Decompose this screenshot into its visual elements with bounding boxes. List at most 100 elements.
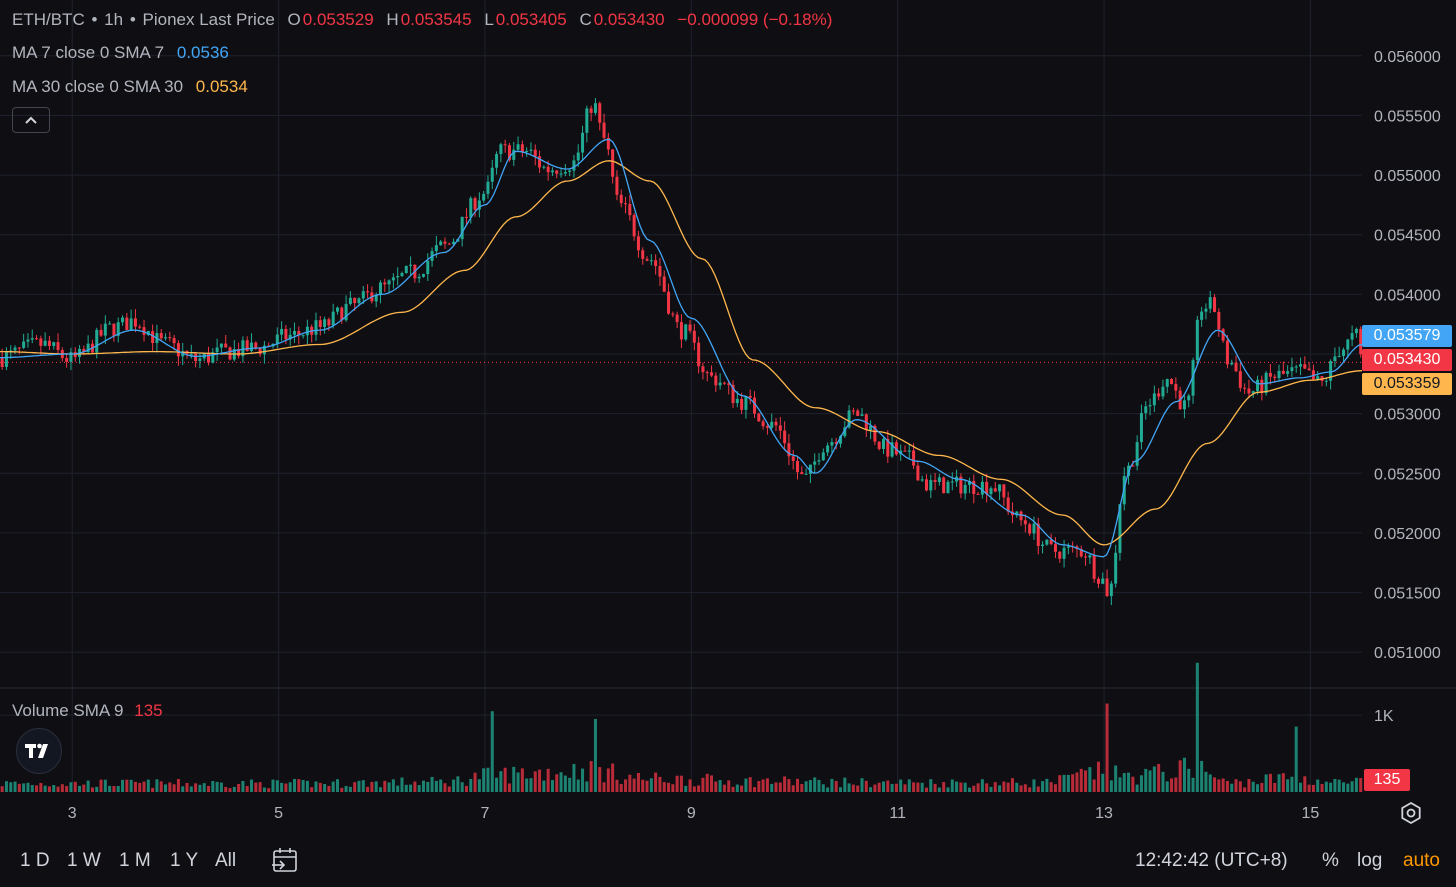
candle-body bbox=[980, 481, 984, 495]
log-toggle[interactable]: log bbox=[1357, 850, 1383, 871]
candle-body bbox=[1208, 297, 1212, 309]
candle-body bbox=[1096, 578, 1100, 584]
volume-bar bbox=[1208, 774, 1212, 792]
volume-bar bbox=[323, 784, 327, 792]
volume-bar bbox=[881, 781, 885, 792]
volume-bar bbox=[254, 782, 258, 792]
chevron-up-icon bbox=[25, 116, 37, 124]
volume-bar bbox=[787, 779, 791, 792]
gear-icon[interactable] bbox=[1398, 800, 1424, 826]
volume-bar bbox=[129, 779, 133, 792]
range-1d-button[interactable]: 1 D bbox=[20, 850, 50, 871]
volume-bar bbox=[804, 781, 808, 792]
volume-bar bbox=[413, 781, 417, 792]
volume-bar bbox=[1161, 771, 1165, 792]
volume-bar bbox=[628, 774, 632, 792]
volume-bar bbox=[722, 784, 726, 792]
candle-body bbox=[116, 322, 120, 336]
ma7-value: 0.0536 bbox=[176, 43, 229, 62]
candle-body bbox=[65, 358, 69, 362]
volume-bar bbox=[864, 780, 868, 792]
candle-body bbox=[628, 203, 632, 216]
range-1m-button[interactable]: 1 M bbox=[119, 850, 151, 871]
volume-bar bbox=[258, 782, 262, 792]
candle-body bbox=[1230, 362, 1234, 365]
candle-body bbox=[942, 477, 946, 494]
ma30-legend[interactable]: MA 30 close 0 SMA 30 0.0534 bbox=[12, 77, 250, 97]
candle-body bbox=[679, 322, 683, 340]
candle-body bbox=[103, 323, 107, 336]
interval-label: 1h bbox=[104, 10, 124, 29]
volume-bar bbox=[1041, 781, 1045, 792]
candle-body bbox=[636, 236, 640, 251]
candle-body bbox=[1273, 376, 1277, 379]
candle-body bbox=[800, 472, 804, 475]
range-all-button[interactable]: All bbox=[215, 850, 237, 871]
collapse-legend-button[interactable] bbox=[12, 107, 50, 133]
candle-body bbox=[1221, 329, 1225, 341]
volume-bar bbox=[215, 781, 219, 792]
auto-toggle[interactable]: auto bbox=[1403, 850, 1440, 871]
volume-bar bbox=[460, 782, 464, 792]
candle-body bbox=[1053, 544, 1057, 552]
volume-bar bbox=[967, 787, 971, 792]
candle-body bbox=[770, 421, 774, 428]
candle-body bbox=[129, 318, 133, 330]
volume-bar bbox=[387, 782, 391, 792]
volume-bar bbox=[735, 784, 739, 792]
candle-body bbox=[967, 480, 971, 485]
candle-body bbox=[796, 460, 800, 473]
volume-bar bbox=[920, 782, 924, 792]
candle-body bbox=[1157, 393, 1161, 397]
volume-bar bbox=[426, 781, 430, 792]
candle-body bbox=[348, 297, 352, 304]
volume-bar bbox=[86, 780, 90, 792]
volume-bar bbox=[374, 781, 378, 792]
volume-bar bbox=[710, 775, 714, 792]
candle-body bbox=[172, 338, 176, 344]
candle-body bbox=[869, 425, 873, 431]
volume-bar bbox=[972, 785, 976, 792]
percent-toggle[interactable]: % bbox=[1322, 850, 1339, 871]
volume-bar bbox=[800, 784, 804, 792]
volume-legend[interactable]: Volume SMA 9 135 bbox=[12, 701, 163, 721]
volume-bar bbox=[740, 785, 744, 792]
candle-body bbox=[602, 122, 606, 138]
volume-bar bbox=[976, 783, 980, 792]
volume-bar bbox=[1178, 760, 1182, 792]
clock-timezone[interactable]: 12:42:42 (UTC+8) bbox=[1135, 850, 1288, 871]
ma7-legend[interactable]: MA 7 close 0 SMA 7 0.0536 bbox=[12, 43, 231, 63]
volume-bar bbox=[452, 779, 456, 792]
volume-bar bbox=[770, 783, 774, 792]
volume-bar bbox=[82, 784, 86, 792]
calendar-goto-icon[interactable] bbox=[270, 847, 300, 875]
candle-body bbox=[1359, 328, 1363, 355]
volume-bar bbox=[327, 785, 331, 792]
volume-bar bbox=[744, 778, 748, 792]
candle-body bbox=[972, 480, 976, 494]
candle-body bbox=[740, 398, 744, 410]
tradingview-logo-icon[interactable] bbox=[16, 728, 62, 774]
volume-bar bbox=[907, 779, 911, 792]
volume-bar bbox=[516, 772, 520, 792]
price-tick-label: 0.053000 bbox=[1374, 407, 1441, 424]
volume-bar bbox=[245, 786, 249, 792]
volume-bar bbox=[1359, 778, 1363, 792]
candle-body bbox=[989, 488, 993, 495]
candle-body bbox=[598, 103, 602, 123]
volume-bar bbox=[851, 784, 855, 792]
candle-body bbox=[907, 450, 911, 452]
volume-bar bbox=[288, 782, 292, 792]
range-1y-button[interactable]: 1 Y bbox=[170, 850, 199, 871]
candle-body bbox=[383, 282, 387, 285]
volume-bar bbox=[60, 784, 64, 792]
candle-body bbox=[993, 488, 997, 492]
range-1w-button[interactable]: 1 W bbox=[67, 850, 101, 871]
symbol-legend[interactable]: ETH/BTC • 1h • Pionex Last Price O 0.0535… bbox=[12, 10, 834, 30]
volume-tag: 135 bbox=[1364, 769, 1410, 791]
candle-body bbox=[830, 442, 834, 446]
price-tick-label: 0.051000 bbox=[1374, 645, 1441, 662]
candle-body bbox=[499, 144, 503, 155]
